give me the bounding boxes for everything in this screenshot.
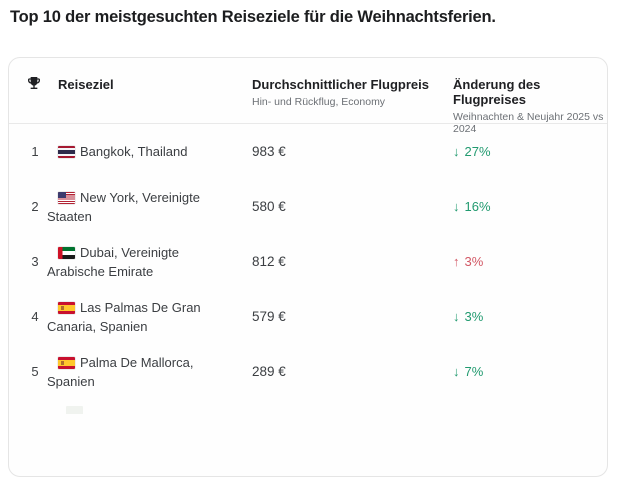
destination-cell: New York, Vereinigte Staaten	[47, 188, 252, 226]
table-body: 1 Bangkok, Thailand 983 € ↓ 27% 2 New Yor…	[9, 124, 607, 399]
price-cell: 579 €	[252, 309, 286, 324]
destination-cell: Dubai, Vereinigte Arabische Emirate	[47, 243, 252, 281]
page-title: Top 10 der meistgesuchten Reiseziele für…	[10, 8, 496, 26]
partial-next-row-flag-icon	[66, 406, 83, 414]
destination-label: Dubai, Vereinigte Arabische Emirate	[47, 244, 180, 279]
price-cell: 983 €	[252, 144, 286, 159]
rank-cell: 5	[31, 364, 39, 379]
table-row: 5 Palma De Mallorca, Spanien 289 € ↓ 7%	[9, 344, 607, 399]
price-change-cell: ↓ 3%	[453, 309, 607, 324]
price-column-header: Durchschnittlicher Flugpreis	[252, 77, 429, 92]
change-value: 27%	[464, 144, 491, 159]
price-column-subheader: Hin- und Rückflug, Economy	[252, 96, 386, 108]
arrow-down-icon: ↓	[453, 309, 460, 324]
destinations-table-card: Reiseziel Durchschnittlicher Flugpreis H…	[8, 57, 608, 477]
arrow-down-icon: ↓	[453, 144, 460, 159]
table-row: 2 New York, Vereinigte Staaten 580 € ↓ 16…	[9, 179, 607, 234]
destination-header-cell: Reiseziel	[47, 77, 252, 92]
price-change-cell: ↓ 16%	[453, 199, 607, 214]
price-change-cell: ↑ 3%	[453, 254, 607, 269]
destination-label: Bangkok, Thailand	[80, 144, 188, 159]
change-header-cell: Änderung des Flugpreises Weihnachten & N…	[453, 77, 607, 135]
usa-flag-icon	[58, 191, 75, 204]
uae-flag-icon	[58, 246, 75, 259]
spain-flag-icon	[58, 301, 75, 314]
change-value: 16%	[464, 199, 491, 214]
table-row: 4 Las Palmas De Gran Canaria, Spanien 57…	[9, 289, 607, 344]
trophy-icon	[28, 77, 40, 89]
table-row: 1 Bangkok, Thailand 983 € ↓ 27%	[9, 124, 607, 179]
destination-label: Las Palmas De Gran Canaria, Spanien	[47, 299, 201, 334]
destination-cell: Palma De Mallorca, Spanien	[47, 353, 252, 391]
destination-cell: Bangkok, Thailand	[47, 142, 252, 161]
destination-column-header: Reiseziel	[58, 77, 114, 92]
destination-label: Palma De Mallorca, Spanien	[47, 354, 194, 389]
change-column-subheader: Weihnachten & Neujahr 2025 vs 2024	[453, 111, 604, 135]
rank-cell: 2	[31, 199, 39, 214]
arrow-down-icon: ↓	[453, 364, 460, 379]
arrow-down-icon: ↓	[453, 199, 460, 214]
table-header-row: Reiseziel Durchschnittlicher Flugpreis H…	[9, 58, 607, 135]
destination-label: New York, Vereinigte Staaten	[47, 189, 200, 224]
destination-cell: Las Palmas De Gran Canaria, Spanien	[47, 298, 252, 336]
rank-header-cell	[23, 77, 47, 91]
rank-cell: 4	[31, 309, 39, 324]
price-change-cell: ↓ 7%	[453, 364, 607, 379]
price-cell: 289 €	[252, 364, 286, 379]
price-change-cell: ↓ 27%	[453, 144, 607, 159]
table-row: 3 Dubai, Vereinigte Arabische Emirate 81…	[9, 234, 607, 289]
rank-cell: 3	[31, 254, 39, 269]
price-header-cell: Durchschnittlicher Flugpreis Hin- und Rü…	[252, 77, 453, 108]
price-cell: 812 €	[252, 254, 286, 269]
change-value: 3%	[464, 254, 484, 269]
change-value: 7%	[464, 364, 484, 379]
thailand-flag-icon	[58, 146, 75, 158]
change-column-header: Änderung des Flugpreises	[453, 77, 541, 107]
arrow-up-icon: ↑	[453, 254, 460, 269]
change-value: 3%	[464, 309, 484, 324]
rank-cell: 1	[31, 144, 39, 159]
spain-flag-icon	[58, 356, 75, 369]
price-cell: 580 €	[252, 199, 286, 214]
